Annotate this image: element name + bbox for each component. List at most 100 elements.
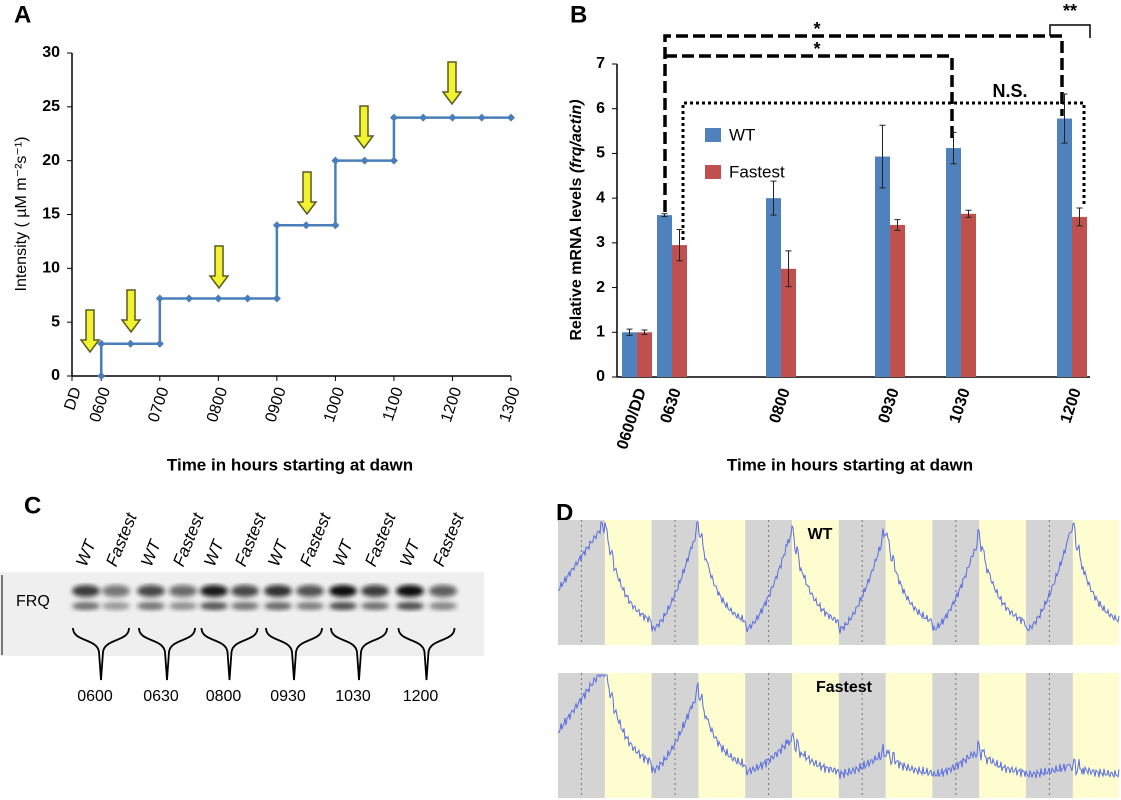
legend-swatch (705, 128, 721, 142)
y-tick-label: 20 (42, 152, 60, 169)
bar (946, 148, 961, 377)
timepoint-label: 0930 (270, 688, 306, 705)
data-point (507, 113, 515, 122)
band (296, 585, 324, 597)
data-line (100, 116, 511, 376)
error-bar (1061, 93, 1068, 144)
y-tick-label: 7 (596, 55, 605, 72)
lane-label: Fastest (361, 509, 400, 569)
error-bar (626, 328, 633, 336)
data-point (155, 339, 164, 348)
bracket (681, 101, 1086, 240)
x-tick-label: 1030 (947, 386, 974, 425)
y-tick-label: 6 (596, 100, 605, 117)
brace (72, 627, 130, 681)
band (72, 602, 100, 610)
data-point (360, 156, 369, 165)
data-point (97, 339, 106, 348)
band (429, 602, 457, 610)
data-point (448, 113, 457, 122)
y-tick-label: 5 (596, 145, 605, 162)
lane-label: Fastest (102, 509, 141, 569)
significance-label: ** (1063, 1, 1077, 21)
lane-label: Fastest (429, 509, 468, 569)
band (200, 602, 228, 610)
bar (637, 332, 652, 377)
x-tick-label: 1200 (1058, 386, 1085, 425)
data-point (97, 372, 106, 380)
lane-label: WT (137, 536, 165, 569)
band (72, 585, 100, 597)
band (264, 602, 292, 610)
panel-label: D (556, 499, 573, 526)
data-point (214, 294, 223, 303)
band (396, 602, 424, 610)
bar (781, 268, 796, 377)
brace (200, 627, 259, 681)
data-point (302, 221, 311, 230)
y-axis-label: Relative mRNA levels (frq/actin) (568, 99, 585, 340)
band (396, 585, 424, 597)
brace (265, 627, 323, 681)
data-point (419, 113, 428, 122)
y-tick-label: 15 (42, 206, 60, 223)
band (137, 585, 165, 597)
error-bar (770, 180, 777, 216)
y-axis-label: Intensity ( µM m⁻²s⁻¹) (13, 137, 30, 292)
x-tick-label: 1000 (321, 385, 348, 424)
band (264, 585, 292, 597)
x-tick-label: 0600 (87, 385, 114, 424)
bracket (663, 34, 1064, 212)
bar (672, 245, 687, 377)
band (361, 585, 389, 597)
bar (766, 198, 781, 377)
y-tick-label: 30 (42, 44, 60, 61)
panel-label: C (24, 492, 41, 519)
bar (961, 213, 976, 377)
error-bar (676, 228, 683, 262)
braces (72, 627, 456, 681)
x-tick-label: 0800 (767, 386, 794, 425)
y-tick-label: 10 (42, 260, 60, 277)
lane-label: WT (72, 536, 100, 569)
activity-trace (557, 521, 1120, 634)
bracket (1049, 24, 1091, 38)
x-tick-label: 0630 (658, 386, 685, 425)
significance-label: * (813, 39, 820, 59)
timepoint-label: 0800 (206, 688, 242, 705)
error-bar (785, 250, 792, 288)
timepoint-label: 0630 (143, 688, 179, 705)
blot (0, 572, 484, 656)
error-bar (879, 124, 886, 189)
x-tick-label: DD (62, 385, 85, 412)
actogram: WT (557, 520, 1120, 645)
panel-label: B (570, 1, 587, 28)
data-point (126, 339, 135, 348)
brace (138, 627, 196, 681)
legend-swatch (705, 165, 721, 179)
error-bar (1076, 207, 1083, 227)
bar (1072, 216, 1087, 377)
band (102, 585, 130, 597)
x-axis-label: Time in hours starting at dawn (167, 455, 413, 474)
band (169, 585, 197, 597)
y-tick-label: 4 (596, 189, 605, 206)
x-axis-label: Time in hours starting at dawn (727, 455, 973, 474)
significance-label: * (813, 19, 820, 39)
light-arrows (79, 61, 463, 354)
legend-label: Fastest (729, 162, 785, 181)
bracket (665, 54, 954, 140)
x-tick-label: 0600/DD (614, 386, 650, 451)
y-tick-label: 5 (51, 313, 60, 330)
data-point (477, 113, 486, 122)
data-point (331, 221, 340, 230)
lane-label: WT (396, 536, 424, 569)
arrow (296, 171, 318, 216)
activity-trace (558, 674, 1120, 779)
y-tick-label: 3 (596, 234, 605, 251)
y-tick-label: 0 (596, 368, 605, 385)
x-tick-label: 0900 (263, 385, 290, 424)
data-point (331, 156, 340, 165)
x-tick-label: 1100 (380, 385, 407, 423)
x-tick-label: 1300 (497, 385, 524, 424)
